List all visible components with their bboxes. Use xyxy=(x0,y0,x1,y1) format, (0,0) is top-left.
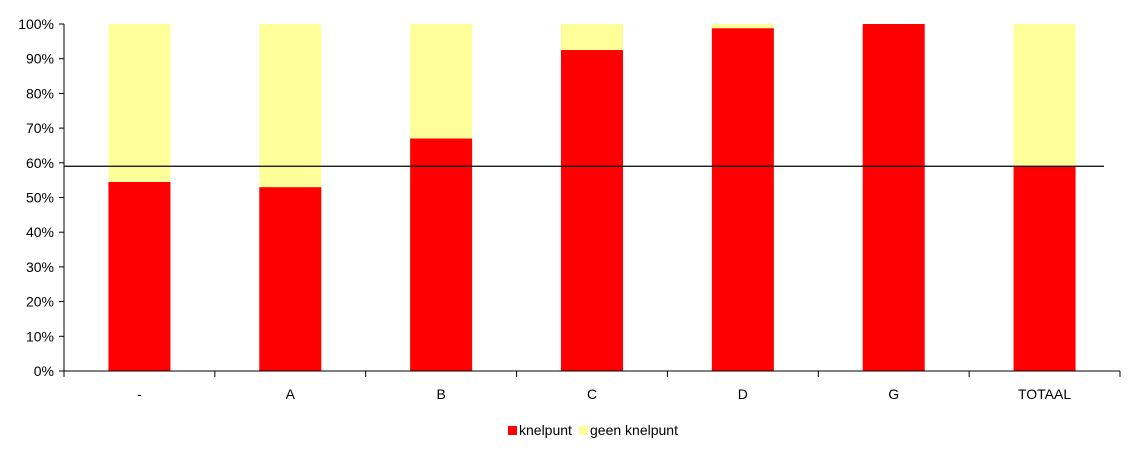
legend-label-knelpunt: knelpunt xyxy=(519,422,572,438)
y-tick-label: 40% xyxy=(26,224,54,240)
x-category-label: A xyxy=(286,386,296,402)
legend-swatch-geen-knelpunt xyxy=(579,426,588,435)
bar-geen-knelpunt xyxy=(410,24,473,139)
legend-swatch-knelpunt xyxy=(508,426,517,435)
bar-geen-knelpunt xyxy=(108,24,171,182)
y-tick-label: 60% xyxy=(26,155,54,171)
bar-geen-knelpunt xyxy=(711,24,774,29)
legend: knelpunt geen knelpunt xyxy=(508,422,678,438)
y-tick-label: 30% xyxy=(26,259,54,275)
legend-label-geen-knelpunt: geen knelpunt xyxy=(590,422,678,438)
bar-knelpunt xyxy=(259,187,322,371)
y-tick-label: 20% xyxy=(26,294,54,310)
y-tick-label: 0% xyxy=(34,363,54,379)
y-tick-label: 50% xyxy=(26,190,54,206)
bar-knelpunt xyxy=(1013,166,1076,371)
bar-knelpunt xyxy=(108,181,171,371)
x-category-label: C xyxy=(587,386,597,402)
y-axis: 0% 10% 20% 30% 40% 50% 60% 70% 80% 90% 100% xyxy=(18,16,65,379)
bar-knelpunt xyxy=(561,50,623,372)
y-tick-label: 90% xyxy=(26,51,54,67)
bar-knelpunt xyxy=(410,138,473,371)
y-tick-label: 80% xyxy=(26,85,54,101)
x-category-label: TOTAAL xyxy=(1018,386,1071,402)
x-category-label: - xyxy=(137,386,142,402)
bar-geen-knelpunt xyxy=(259,24,322,188)
y-tick-label: 70% xyxy=(26,120,54,136)
bar-geen-knelpunt xyxy=(1013,24,1076,167)
bar-knelpunt xyxy=(862,24,925,371)
bars-group xyxy=(108,24,1076,372)
bar-knelpunt xyxy=(711,28,774,371)
y-tick-label: 10% xyxy=(26,328,54,344)
x-axis: - A B C D G TOTAAL xyxy=(63,370,1121,402)
bar-geen-knelpunt xyxy=(561,24,623,51)
x-category-label: D xyxy=(738,386,748,402)
y-tick-label: 100% xyxy=(18,16,54,32)
x-category-label: B xyxy=(436,386,445,402)
x-category-label: G xyxy=(888,386,899,402)
